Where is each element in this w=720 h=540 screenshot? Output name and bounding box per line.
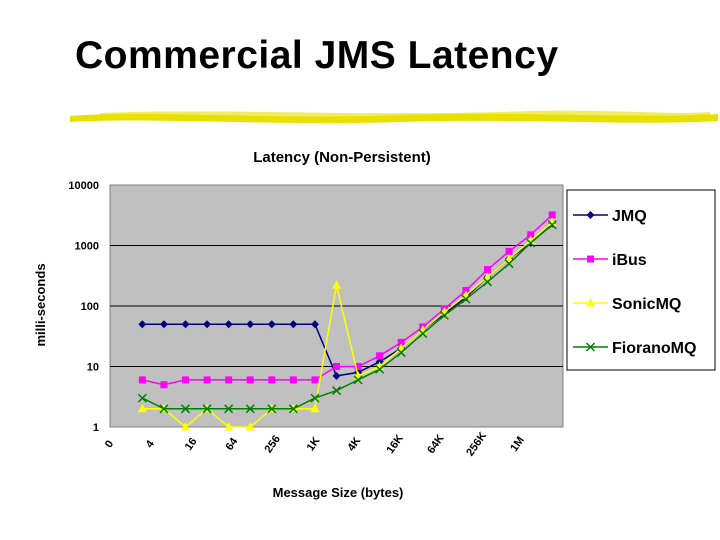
data-point-ibus [289,376,297,384]
y-tick-label: 100 [81,301,99,313]
x-axis-ticks: 0 4 16 64 256 1K 4K 16K 64K 256K 1M [103,430,527,458]
data-point-sonicmq [526,235,536,245]
data-point-ibus [311,376,319,384]
data-point-fioranomq [396,348,406,358]
data-point-sonicmq [483,272,492,281]
data-point-fioranomq [288,404,298,414]
data-point-ibus [268,376,276,384]
x-tick-label: 4K [345,435,363,453]
x-tick-label: 64 [224,435,241,453]
data-point-fioranomq [526,238,536,248]
x-tick-label: 64K [425,433,446,456]
legend-marker-fioranomq [585,342,596,352]
data-point-fioranomq [180,404,191,414]
x-tick-label: 4 [144,438,158,451]
chart-title: Latency (Non-Persistent) [253,149,431,166]
x-axis-label: Message Size (bytes) [273,485,404,500]
data-point-ibus [225,376,233,384]
title-underline [70,110,718,124]
data-point-ibus [203,376,211,384]
data-point-jmq [181,320,190,329]
x-tick-label: 0 [103,438,116,450]
data-point-jmq [138,320,147,329]
data-point-sonicmq [310,403,320,413]
x-tick-label: 1K [305,435,323,453]
legend: JMQ iBus SonicMQ FioranoMQ [566,189,716,371]
data-point-fioranomq [504,259,514,269]
data-point-fioranomq [375,364,385,374]
data-point-ibus [397,338,405,346]
data-point-fioranomq [353,375,363,385]
data-point-ibus [182,376,189,384]
legend-marker-ibus [587,255,594,263]
data-point-jmq [289,320,298,329]
data-point-fioranomq [267,404,277,414]
data-point-fioranomq [482,277,493,287]
legend-label-ibus: iBus [612,252,647,269]
data-point-fioranomq [418,329,428,339]
data-point-ibus [160,381,168,389]
slide-title: Commercial JMS Latency [75,34,559,77]
data-point-jmq [246,320,255,329]
x-tick-label: 256K [464,430,489,458]
data-point-fioranomq [159,404,169,414]
data-point-fioranomq [439,310,449,320]
data-point-ibus [548,211,556,219]
data-point-ibus [333,363,340,370]
data-point-sonicmq [137,403,147,413]
data-point-ibus [354,363,362,370]
data-point-sonicmq [224,422,234,431]
data-point-sonicmq [181,422,190,431]
data-point-fioranomq [224,404,234,414]
data-point-fioranomq [245,404,255,414]
y-axis-ticks: 1 10 100 1000 10000 [68,180,99,434]
data-point-sonicmq [504,253,514,263]
data-point-jmq [332,371,341,380]
series-layer [137,211,557,431]
data-point-ibus [376,352,384,360]
data-point-sonicmq [547,217,557,226]
data-point-fioranomq [310,393,320,403]
legend-label-sonicmq: SonicMQ [612,296,681,313]
data-point-ibus [246,376,254,384]
y-tick-label: 1000 [75,241,99,253]
data-point-jmq [267,320,276,329]
x-tick-label: 256 [263,433,283,455]
series-line-ibus [142,214,553,386]
legend-label-jmq: JMQ [612,208,647,225]
data-point-sonicmq [332,280,341,289]
data-point-fioranomq [461,294,471,304]
y-axis-label: milli-seconds [33,263,48,346]
data-point-ibus [505,247,513,255]
data-point-jmq [310,320,319,329]
x-tick-label: 16K [384,433,405,456]
data-point-fioranomq [137,393,147,403]
legend-box [566,189,716,371]
data-point-fioranomq [202,404,212,414]
legend-label-fioranomq: FioranoMQ [612,340,696,357]
data-point-fioranomq [547,220,557,230]
legend-marker-jmq [586,211,595,219]
x-tick-label: 16 [183,436,200,453]
data-point-ibus [484,266,491,274]
data-point-jmq [224,320,233,329]
data-point-ibus [527,231,535,239]
data-point-sonicmq [245,422,255,431]
legend-marker-sonicmq [586,298,595,307]
data-point-jmq [203,320,212,329]
y-tick-label: 1 [93,422,99,434]
y-tick-label: 10 [87,362,99,374]
data-point-ibus [138,376,146,384]
y-tick-label: 10000 [68,180,99,192]
data-point-fioranomq [331,386,342,396]
x-tick-label: 1M [508,435,527,454]
data-point-jmq [159,320,168,329]
